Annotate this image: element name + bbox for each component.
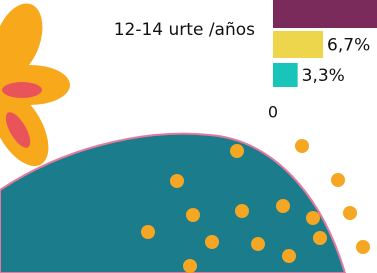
chart: 12-14 urte /años 6,7% 3,3% 0	[0, 0, 377, 273]
x-tick-label: 0	[268, 103, 278, 122]
decor-flower	[0, 0, 70, 175]
bar	[273, 31, 323, 58]
category-label: 12-14 urte /años	[114, 20, 255, 40]
value-label: 6,7%	[327, 36, 370, 56]
bar	[273, 0, 377, 28]
value-label: 3,3%	[302, 66, 345, 86]
bar	[273, 63, 298, 87]
page: {"chart_data": {"type": "bar", "orientat…	[0, 0, 377, 273]
